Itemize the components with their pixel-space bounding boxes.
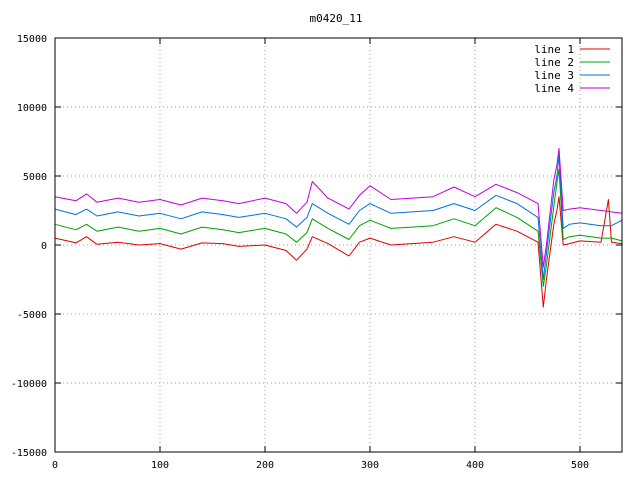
series-line-line-3 [54,154,623,280]
chart-title: m0420_11 [310,12,363,25]
series-line-line-1 [54,196,623,308]
y-tick-label: -15000 [11,448,47,459]
axis-ticks: 0 100 200 300 400 500 -15000 -10000 -5000 0 5000 10… [11,34,622,471]
y-tick-label: 10000 [17,103,47,114]
y-tick-label: 15000 [17,34,47,45]
x-tick-label: 200 [256,460,274,471]
y-tick-label: 0 [41,241,47,252]
legend-label: line 2 [534,56,574,69]
x-tick-label: 100 [151,460,169,471]
x-tick-label: 500 [571,460,589,471]
grid-lines [55,38,622,452]
x-tick-label: 0 [52,460,58,471]
legend-label: line 3 [534,69,574,82]
plot-frame [54,37,623,453]
plot-series [54,147,623,308]
y-tick-label: 5000 [23,172,47,183]
series-line-line-4 [54,147,623,268]
y-tick-label: -10000 [11,379,47,390]
legend-label: line 4 [534,82,574,95]
legend-label: line 1 [534,43,574,56]
x-tick-label: 400 [466,460,484,471]
x-tick-label: 300 [361,460,379,471]
y-tick-label: -5000 [17,310,47,321]
series-line-line-2 [54,168,623,287]
